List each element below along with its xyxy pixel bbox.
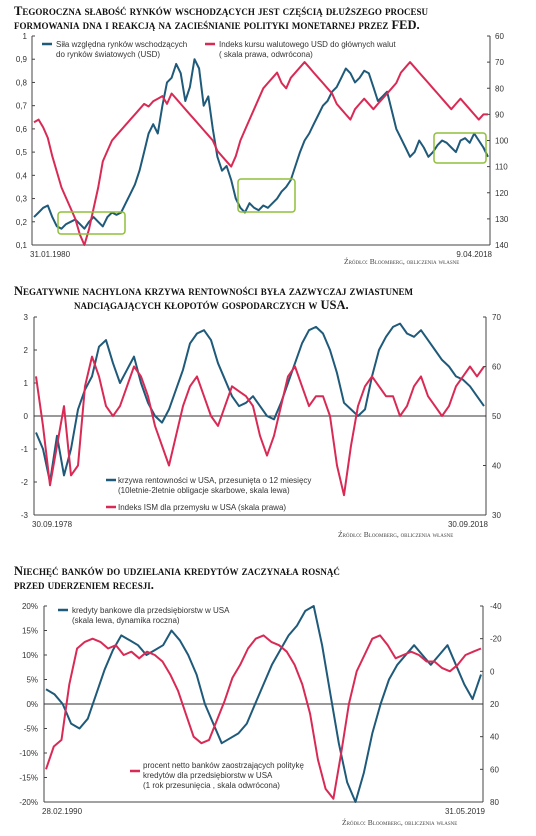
right-tick-label: 60 xyxy=(490,765,499,774)
left-tick-label: 1 xyxy=(24,379,29,388)
chart-2-title: Negatywnie nachylona krzywa rentowności … xyxy=(14,284,413,312)
left-tick-label: -15% xyxy=(19,774,38,783)
x-end-date: 9.04.2018 xyxy=(456,250,492,259)
right-tick-label: 90 xyxy=(495,110,504,119)
right-tick-label: 130 xyxy=(495,215,509,224)
legend-label-red-1: procent netto banków zaostrzających poli… xyxy=(143,761,305,770)
right-tick-label: 70 xyxy=(492,313,501,322)
left-tick-label: 0,8 xyxy=(16,78,28,87)
legend-label-red-1: Indeks ISM dla przemysłu w USA (skala pr… xyxy=(118,503,286,512)
chart-3-title: Niechęć banków do udzielania kredytów za… xyxy=(14,564,340,592)
x-end-date: 30.09.2018 xyxy=(448,520,489,529)
left-tick-label: 0 xyxy=(24,412,29,421)
highlight-box xyxy=(433,132,487,164)
right-tick-label: 0 xyxy=(490,667,495,676)
right-tick-label: 40 xyxy=(490,733,499,742)
highlight-box xyxy=(57,211,126,235)
left-tick-label: 20% xyxy=(22,602,38,611)
left-tick-label: 0,9 xyxy=(16,55,28,64)
left-tick-label: 0,1 xyxy=(16,241,28,250)
legend-label-red-2: kredytów dla przedsiębiorstw w USA xyxy=(143,771,273,780)
left-tick-label: 2 xyxy=(24,346,29,355)
legend-label-red-2: ( skala prawa, odwrócona) xyxy=(219,50,313,59)
right-tick-label: 120 xyxy=(495,189,509,198)
right-tick-label: 20 xyxy=(490,700,499,709)
right-tick-label: 80 xyxy=(495,84,504,93)
left-tick-label: 15% xyxy=(22,627,38,636)
right-tick-label: -40 xyxy=(490,602,502,611)
right-tick-label: 60 xyxy=(495,32,504,41)
left-tick-label: 0,3 xyxy=(16,195,28,204)
right-tick-label: 50 xyxy=(492,412,501,421)
legend-label-blue-1: krzywa rentowności w USA, przesunięta o … xyxy=(118,476,311,485)
legend-label-blue-2: do rynków światowych (USD) xyxy=(56,50,160,59)
right-tick-label: 30 xyxy=(492,511,501,520)
chart-2-source: Źródło: Bloomberg, obliczenia własne xyxy=(338,530,454,539)
legend-label-blue-2: (skala lewa, dynamika roczna) xyxy=(72,616,180,625)
left-tick-label: 0,2 xyxy=(16,218,28,227)
left-tick-label: 0,6 xyxy=(16,125,28,134)
x-start-date: 28.02.1990 xyxy=(42,807,83,816)
chart-3-plot: -20% -15% -10% -5% 0% 5% 10% 15% 20% 80 60 40 20 0 -20… xyxy=(19,602,502,816)
chart-1-source: Źródło: Bloomberg, obliczenia własne xyxy=(344,257,460,266)
chart-1-title: Tegoroczna słabość rynków wschodzących j… xyxy=(14,4,428,32)
chart-2-plot: -3 -2 -1 0 1 2 3 30 40 50 60 70 30.09.1978 30.09.2018… xyxy=(21,313,502,529)
left-tick-label: 1 xyxy=(23,32,28,41)
left-tick-label: -5% xyxy=(24,725,38,734)
right-tick-label: 110 xyxy=(495,163,508,172)
left-tick-label: -2 xyxy=(21,478,29,487)
series-line-red xyxy=(35,355,485,497)
legend-label-blue-2: (10letnie-2letnie obligacje skarbowe, sk… xyxy=(118,486,290,495)
left-tick-label: -20% xyxy=(19,798,38,807)
chart-3: Niechęć banków do udzielania kredytów za… xyxy=(0,546,536,836)
legend-label-red-1: Indeks kursu walutowego USD do głównych … xyxy=(219,40,396,49)
left-tick-label: 0,5 xyxy=(16,148,28,157)
right-tick-label: 80 xyxy=(490,798,499,807)
series-line-red xyxy=(33,61,488,246)
chart-2: Negatywnie nachylona krzywa rentowności … xyxy=(0,272,536,546)
chart-1: Tegoroczna słabość rynków wschodzących j… xyxy=(0,0,536,272)
legend-label-blue-1: Siła względna rynków wschodzących xyxy=(56,40,187,49)
x-start-date: 31.01.1980 xyxy=(30,250,71,259)
left-tick-label: 0% xyxy=(26,700,38,709)
right-tick-label: 140 xyxy=(495,241,509,250)
left-tick-label: -1 xyxy=(21,445,29,454)
legend-label-red-3: (1 rok przesunięcia , skala odwrócona) xyxy=(143,781,280,790)
left-tick-label: 5% xyxy=(26,676,38,685)
left-tick-label: -10% xyxy=(19,749,38,758)
right-tick-label: 70 xyxy=(495,58,504,67)
right-tick-label: -20 xyxy=(490,635,502,644)
right-tick-label: 40 xyxy=(492,462,501,471)
series-line-blue xyxy=(33,58,489,230)
left-tick-label: 10% xyxy=(22,651,38,660)
chart-1-plot: 0,1 0,2 0,3 0,4 0,5 0,6 0,7 0,8 0,9 1 140 130 120 110… xyxy=(16,32,509,259)
left-tick-label: 0,4 xyxy=(16,171,28,180)
x-end-date: 31.05.2019 xyxy=(445,807,486,816)
left-tick-label: -3 xyxy=(21,511,29,520)
chart-3-source: Źródło: Bloomberg, obliczenia własne xyxy=(342,818,458,827)
legend-label-blue-1: kredyty bankowe dla przedsiębiorstw w US… xyxy=(72,606,230,615)
highlight-box xyxy=(237,178,296,213)
left-tick-label: 3 xyxy=(24,313,29,322)
left-tick-label: 0,7 xyxy=(16,102,28,111)
series-line-blue xyxy=(35,322,485,483)
x-start-date: 30.09.1978 xyxy=(32,520,73,529)
right-tick-label: 100 xyxy=(495,137,509,146)
series-line-red xyxy=(45,634,482,800)
right-tick-label: 60 xyxy=(492,363,501,372)
